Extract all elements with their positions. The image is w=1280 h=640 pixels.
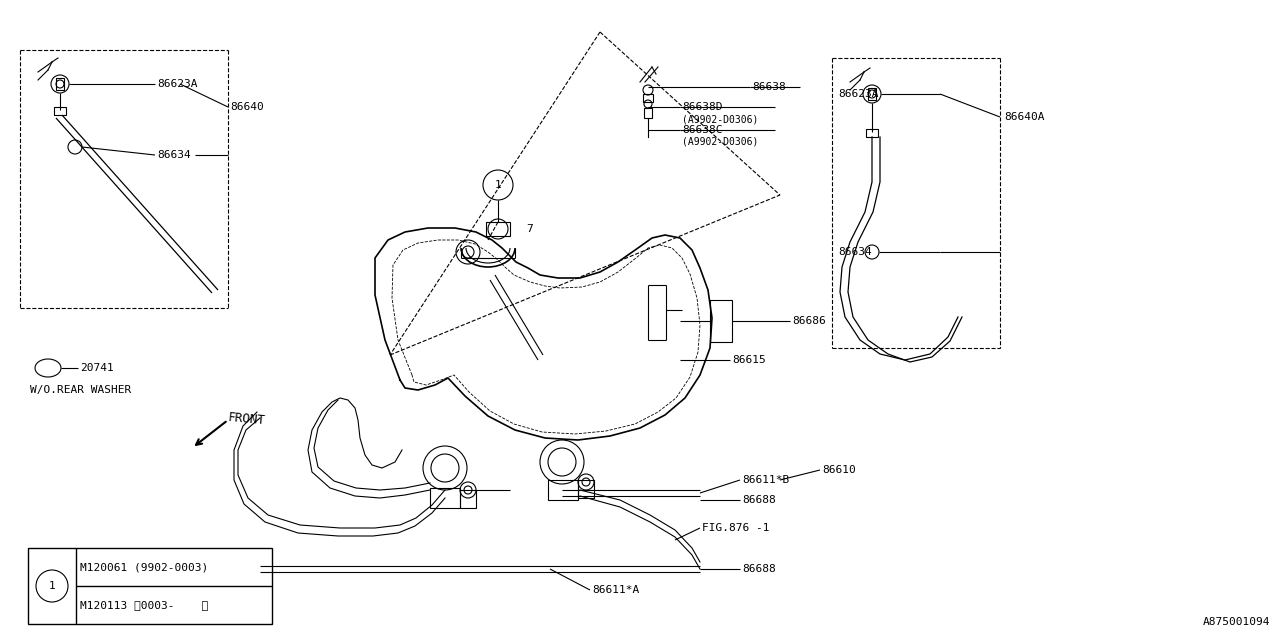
Text: 86638D: 86638D [682,102,722,112]
Text: 86634: 86634 [157,150,191,160]
Bar [56,78,64,90]
Bar [430,488,460,508]
Text: (A9902-D0306): (A9902-D0306) [682,137,758,147]
Text: FRONT: FRONT [228,412,266,428]
Text: 86638C: 86638C [682,125,722,135]
Text: W/O.REAR WASHER: W/O.REAR WASHER [29,385,132,395]
Bar [460,490,476,508]
Bar [867,129,878,137]
Text: 86623A: 86623A [157,79,197,89]
Text: 86611*A: 86611*A [591,585,639,595]
Text: 86615: 86615 [732,355,765,365]
Text: 86638: 86638 [753,82,786,92]
Bar [710,300,732,342]
Text: 86610: 86610 [822,465,856,475]
Bar [579,480,594,498]
Text: 86688: 86688 [742,564,776,574]
Text: 86640A: 86640A [1004,112,1044,122]
Bar [486,222,509,236]
Text: M120113 。0003-    〃: M120113 。0003- 〃 [79,600,209,610]
Bar [54,107,67,115]
Text: A875001094: A875001094 [1202,617,1270,627]
Text: 7: 7 [526,224,532,234]
Text: 20741: 20741 [79,363,114,373]
Bar [28,548,273,624]
Text: 86688: 86688 [742,495,776,505]
Bar [868,88,876,100]
Text: 86611*B: 86611*B [742,475,790,485]
Bar [644,108,652,118]
Text: 86640: 86640 [230,102,264,112]
Bar [643,94,653,102]
Text: M120061 (9902-0003): M120061 (9902-0003) [79,563,209,573]
Text: 1: 1 [494,180,502,190]
Text: 86634: 86634 [838,247,872,257]
Text: (A9902-D0306): (A9902-D0306) [682,115,758,125]
Text: FIG.876 -1: FIG.876 -1 [701,523,769,533]
Text: 86686: 86686 [792,316,826,326]
Text: 1: 1 [49,581,55,591]
Text: 86623A: 86623A [838,89,878,99]
Bar [548,480,579,500]
